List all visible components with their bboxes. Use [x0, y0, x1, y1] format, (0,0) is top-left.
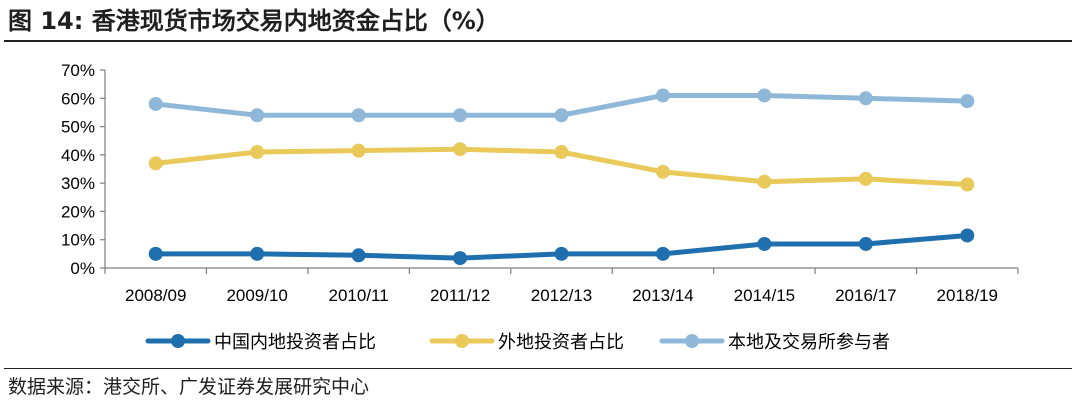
data-point	[250, 108, 265, 123]
y-tick-label: 60%	[61, 89, 95, 108]
legend-swatch-marker	[455, 334, 469, 348]
x-tick-label: 2016/17	[835, 286, 896, 305]
y-tick-label: 70%	[61, 61, 95, 80]
data-point	[655, 88, 670, 103]
data-point	[655, 246, 670, 261]
series-1	[148, 228, 975, 266]
data-point	[453, 142, 468, 157]
data-point	[757, 236, 772, 251]
x-tick-label: 2012/13	[531, 286, 592, 305]
data-point	[858, 171, 873, 186]
data-point	[148, 96, 163, 111]
data-point	[351, 108, 366, 123]
x-tick-label: 2009/10	[226, 286, 287, 305]
chart-title: 图 14: 香港现货市场交易内地资金占比（%）	[8, 7, 500, 35]
data-point	[960, 177, 975, 192]
legend-label: 中国内地投资者占比	[214, 332, 376, 353]
chart-axes: 0% 10% 20% 30% 40% 50% 60% 70% 2008/09 2009/10 201…	[61, 61, 1019, 305]
chart-series	[148, 88, 975, 266]
legend-label: 外地投资者占比	[498, 332, 624, 353]
y-tick-label: 10%	[61, 231, 95, 250]
legend-item-2: 外地投资者占比	[429, 332, 624, 353]
data-point	[757, 174, 772, 189]
data-point	[858, 236, 873, 251]
data-point	[960, 228, 975, 243]
legend-item-3: 本地及交易所参与者	[659, 332, 890, 353]
x-tick-label: 2014/15	[734, 286, 795, 305]
data-point	[250, 145, 265, 160]
x-tick-label: 2013/14	[632, 286, 693, 305]
y-tick-label: 0%	[70, 259, 95, 278]
data-point	[655, 164, 670, 179]
data-point	[351, 143, 366, 158]
data-point	[453, 251, 468, 266]
source-note: 数据来源：港交所、广发证券发展研究中心	[8, 376, 370, 398]
data-point	[148, 246, 163, 261]
y-tick-label: 30%	[61, 174, 95, 193]
data-point	[250, 246, 265, 261]
series-2	[148, 142, 975, 192]
data-point	[453, 108, 468, 123]
data-point	[554, 108, 569, 123]
x-tick-label: 2011/12	[430, 286, 490, 305]
x-tick-label: 2010/11	[329, 286, 389, 305]
x-tick-label: 2008/09	[125, 286, 186, 305]
x-tick-label: 2018/19	[937, 286, 998, 305]
legend-swatch-marker	[171, 334, 185, 348]
legend-swatch-marker	[685, 334, 699, 348]
legend-label: 本地及交易所参与者	[728, 332, 890, 353]
source-rule	[4, 368, 1072, 369]
data-point	[554, 246, 569, 261]
data-point	[148, 156, 163, 171]
data-point	[757, 88, 772, 103]
series-3	[148, 88, 975, 123]
y-tick-label: 20%	[61, 202, 95, 221]
y-tick-label: 50%	[61, 118, 95, 137]
data-point	[858, 91, 873, 106]
chart-legend: 中国内地投资者占比 外地投资者占比 本地及交易所参与者	[145, 332, 890, 353]
title-rule	[4, 40, 1072, 42]
data-point	[351, 248, 366, 263]
data-point	[960, 94, 975, 109]
y-tick-label: 40%	[61, 146, 95, 165]
legend-item-1: 中国内地投资者占比	[145, 332, 376, 353]
data-point	[554, 145, 569, 160]
